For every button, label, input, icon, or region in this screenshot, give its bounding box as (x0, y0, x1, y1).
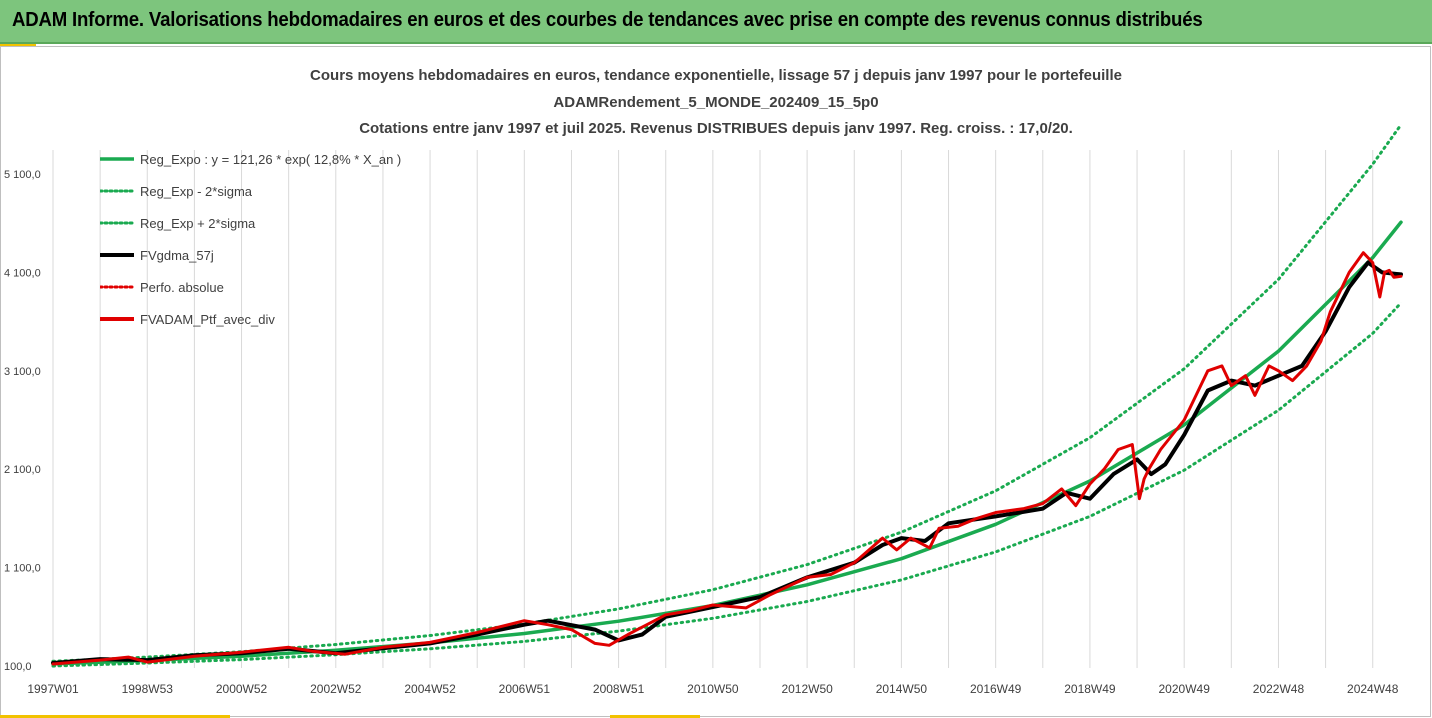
accent-strip (0, 44, 36, 47)
x-tick-label: 2018W49 (1064, 682, 1116, 696)
accent-strip (0, 715, 230, 718)
chart-frame (0, 46, 1431, 717)
legend-item-reg-expo: Reg_Expo : y = 121,26 * exp( 12,8% * X_a… (100, 150, 520, 170)
series-line-1 (51, 301, 1403, 668)
x-tick-label: 2004W52 (404, 682, 456, 696)
legend-label: FVgdma_57j (140, 248, 214, 263)
accent-strip (610, 715, 700, 718)
series-line-2 (51, 123, 1403, 663)
x-tick-label: 2000W52 (216, 682, 268, 696)
x-tick-label: 2016W49 (970, 682, 1022, 696)
banner-title: ADAM Informe. Valorisations hebdomadaire… (12, 9, 1203, 31)
y-tick-label: 4 100,0 (4, 267, 41, 279)
x-tick-label: 2010W50 (687, 682, 739, 696)
series-line-5 (51, 251, 1403, 666)
legend-label: Reg_Exp - 2*sigma (140, 184, 252, 199)
x-tick-label: 2006W51 (499, 682, 551, 696)
legend-item-fvgdma: FVgdma_57j (100, 246, 520, 266)
legend-label: Reg_Expo : y = 121,26 * exp( 12,8% * X_a… (140, 152, 402, 167)
x-tick-label: 2020W49 (1159, 682, 1211, 696)
x-tick-label: 2014W50 (876, 682, 928, 696)
chart-title-line-1: Cours moyens hebdomadaires en euros, ten… (310, 67, 1122, 84)
legend-label: Reg_Exp + 2*sigma (140, 216, 256, 231)
x-tick-label: 1998W53 (122, 682, 174, 696)
legend-item-minus-sigma: Reg_Exp - 2*sigma (100, 182, 520, 202)
x-axis-ticks: 1997W01 1998W53 2000W52 2002W52 2004W52 2006W… (27, 682, 1398, 696)
x-tick-label: 2024W48 (1347, 682, 1399, 696)
x-tick-label: 2002W52 (310, 682, 362, 696)
series-group (51, 123, 1403, 668)
y-tick-label: 3 100,0 (4, 366, 41, 378)
legend-item-fvadam: FVADAM_Ptf_avec_div (100, 310, 520, 330)
title-banner: ADAM Informe. Valorisations hebdomadaire… (0, 0, 1432, 44)
legend-label: Perfo. absolue (140, 280, 224, 295)
y-tick-label: 2 100,0 (4, 464, 41, 476)
chart-title-line-3: Cotations entre janv 1997 et juil 2025. … (359, 120, 1073, 137)
x-tick-label: 1997W01 (27, 682, 79, 696)
legend-item-plus-sigma: Reg_Exp + 2*sigma (100, 214, 520, 234)
legend-item-perfo-absolue: Perfo. absolue (100, 278, 520, 298)
y-tick-label: 1 100,0 (4, 563, 41, 575)
y-tick-label: 100,0 (4, 661, 32, 673)
x-tick-label: 2022W48 (1253, 682, 1305, 696)
y-tick-label: 5 100,0 (4, 169, 41, 181)
chart-title-line-2: ADAMRendement_5_MONDE_202409_15_5p0 (553, 94, 879, 111)
x-tick-label: 2008W51 (593, 682, 645, 696)
x-tick-label: 2012W50 (781, 682, 833, 696)
legend-label: FVADAM_Ptf_avec_div (140, 312, 275, 327)
y-axis-ticks: 100,0 1 100,0 2 100,0 3 100,0 4 100,0 5 100,0 (4, 169, 41, 673)
